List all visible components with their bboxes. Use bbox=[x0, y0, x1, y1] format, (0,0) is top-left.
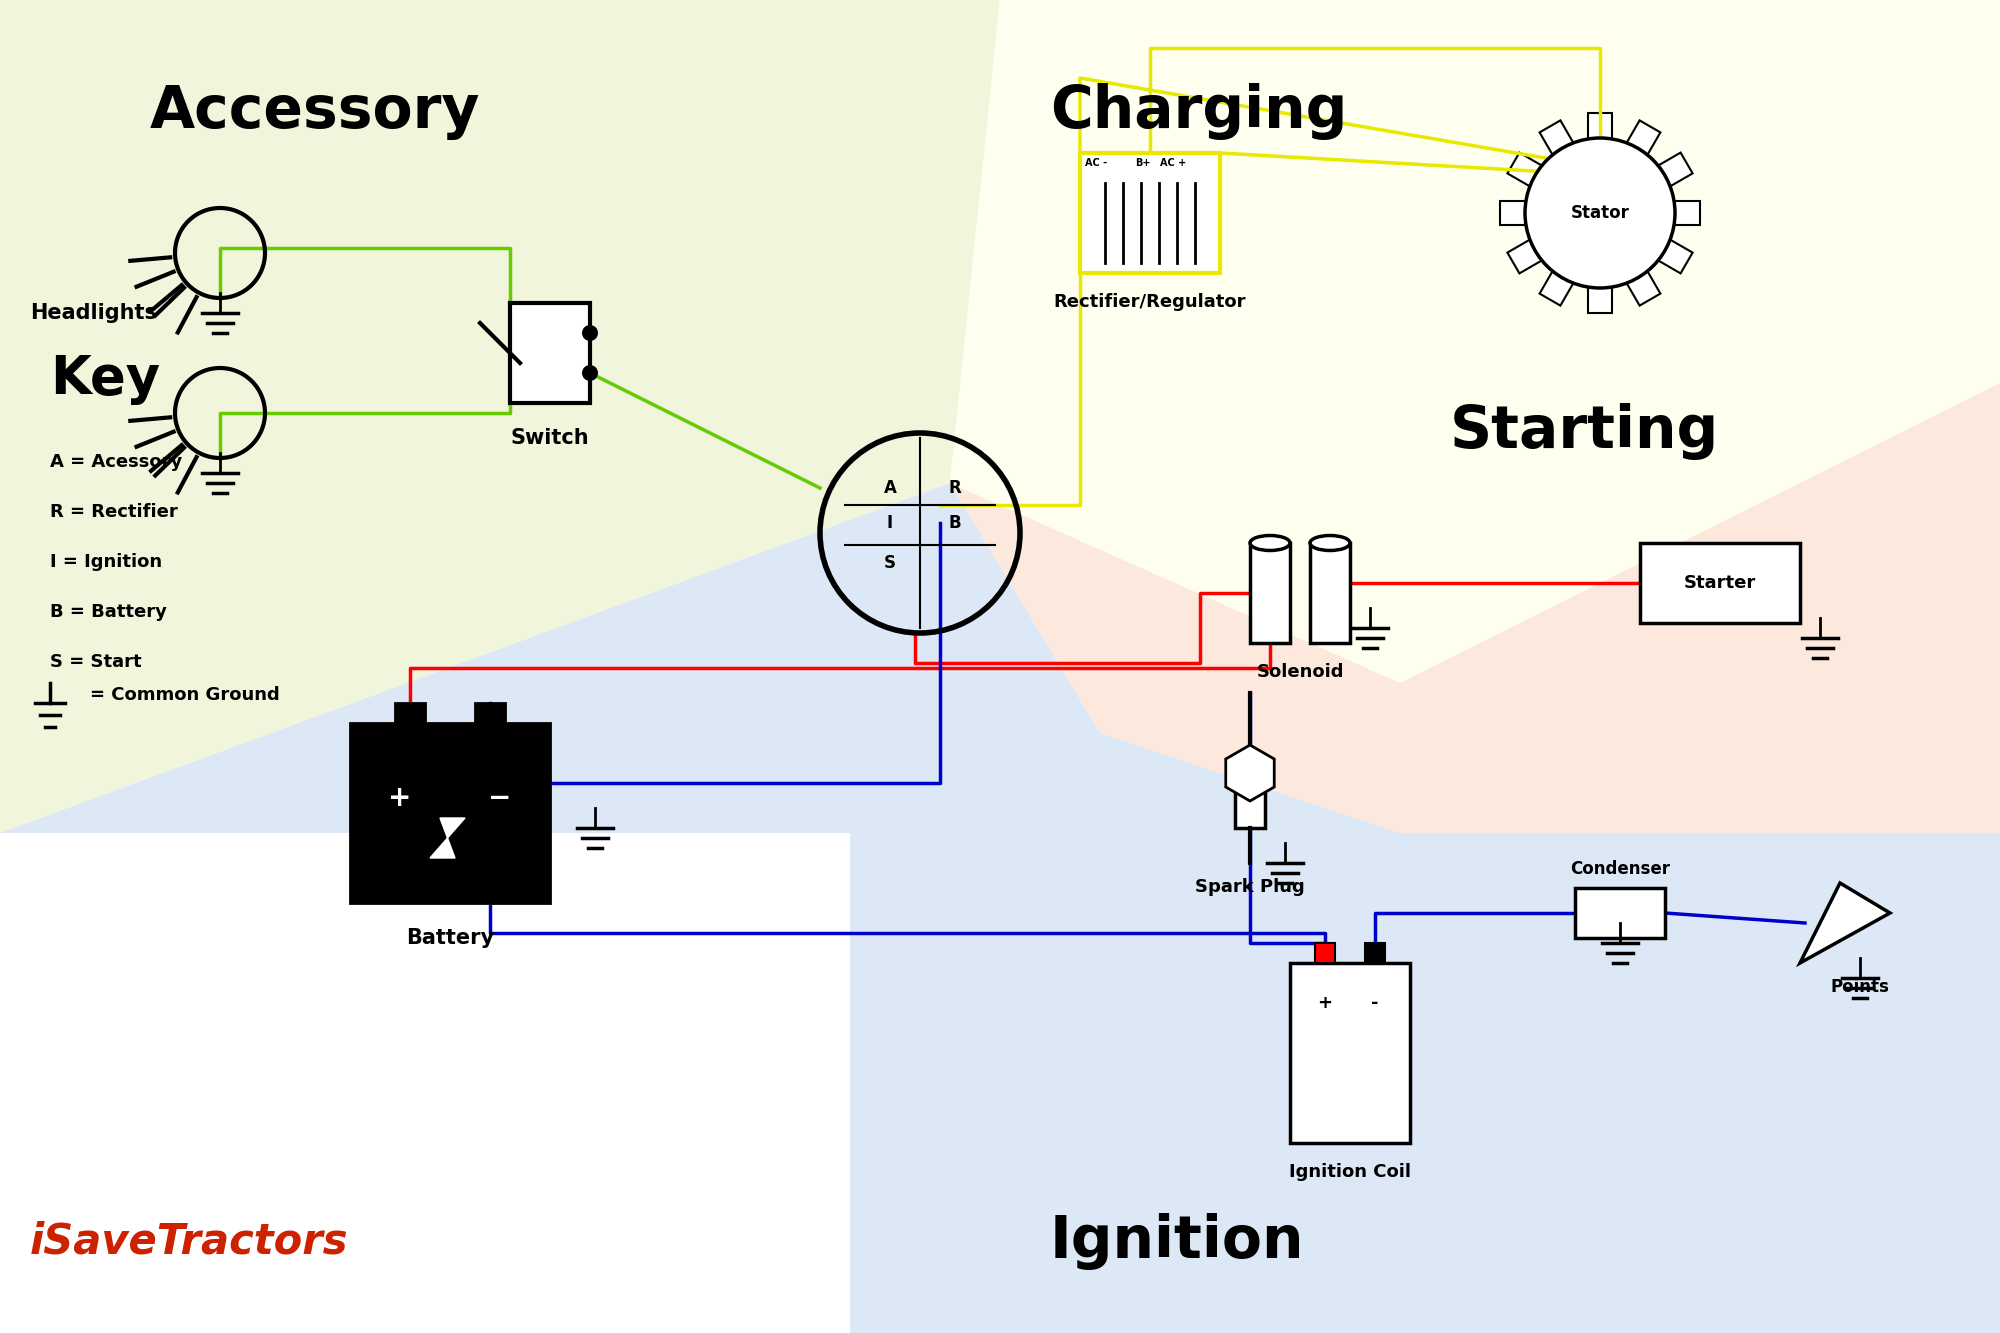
Polygon shape bbox=[1540, 271, 1574, 305]
FancyBboxPatch shape bbox=[1310, 543, 1350, 643]
Text: +: + bbox=[1318, 994, 1332, 1012]
Text: Ignition: Ignition bbox=[1050, 1213, 1304, 1270]
Text: +: + bbox=[388, 784, 412, 812]
Polygon shape bbox=[0, 483, 2000, 1333]
Ellipse shape bbox=[1250, 536, 1290, 551]
Text: B: B bbox=[948, 515, 962, 532]
Polygon shape bbox=[950, 383, 2000, 833]
Text: Starting: Starting bbox=[1450, 403, 1720, 460]
Text: Stator: Stator bbox=[1570, 204, 1630, 223]
Polygon shape bbox=[1540, 120, 1574, 155]
FancyBboxPatch shape bbox=[1250, 543, 1290, 643]
Polygon shape bbox=[1626, 271, 1660, 305]
Text: Solenoid: Solenoid bbox=[1256, 663, 1344, 681]
FancyBboxPatch shape bbox=[1364, 942, 1384, 962]
Text: Points: Points bbox=[1830, 978, 1890, 996]
Text: Key: Key bbox=[50, 353, 160, 405]
FancyBboxPatch shape bbox=[1080, 153, 1220, 273]
Text: R = Rectifier: R = Rectifier bbox=[50, 503, 178, 521]
Polygon shape bbox=[1508, 240, 1542, 273]
Text: Accessory: Accessory bbox=[150, 83, 480, 140]
Text: −: − bbox=[488, 784, 512, 812]
FancyBboxPatch shape bbox=[510, 303, 590, 403]
Polygon shape bbox=[1588, 113, 1612, 139]
Polygon shape bbox=[430, 818, 466, 858]
Polygon shape bbox=[1500, 201, 1526, 225]
Text: AC +: AC + bbox=[1160, 159, 1186, 168]
FancyBboxPatch shape bbox=[1640, 543, 1800, 623]
Polygon shape bbox=[1658, 240, 1692, 273]
FancyBboxPatch shape bbox=[350, 722, 550, 902]
Text: Spark Plug: Spark Plug bbox=[1196, 878, 1304, 896]
Ellipse shape bbox=[1310, 536, 1350, 551]
Text: B = Battery: B = Battery bbox=[50, 603, 166, 621]
Text: Charging: Charging bbox=[1050, 83, 1348, 140]
Polygon shape bbox=[1658, 152, 1692, 187]
FancyBboxPatch shape bbox=[1236, 786, 1266, 828]
Polygon shape bbox=[1674, 201, 1700, 225]
Text: A = Acessory: A = Acessory bbox=[50, 453, 182, 471]
Polygon shape bbox=[1800, 882, 1890, 962]
Text: Starter: Starter bbox=[1684, 575, 1756, 592]
Text: Rectifier/Regulator: Rectifier/Regulator bbox=[1054, 293, 1246, 311]
Text: = Common Ground: = Common Ground bbox=[90, 686, 280, 704]
Polygon shape bbox=[1508, 152, 1542, 187]
Text: S = Start: S = Start bbox=[50, 653, 142, 670]
Text: Headlights: Headlights bbox=[30, 303, 156, 323]
Polygon shape bbox=[0, 833, 850, 1333]
Polygon shape bbox=[0, 0, 1000, 833]
FancyBboxPatch shape bbox=[1316, 942, 1336, 962]
Text: A: A bbox=[884, 479, 896, 497]
Text: Switch: Switch bbox=[510, 428, 590, 448]
Text: Ignition Coil: Ignition Coil bbox=[1288, 1162, 1412, 1181]
Polygon shape bbox=[1588, 287, 1612, 313]
Text: -: - bbox=[1372, 994, 1378, 1012]
Circle shape bbox=[582, 325, 598, 341]
Text: R: R bbox=[948, 479, 962, 497]
Text: S: S bbox=[884, 555, 896, 572]
FancyBboxPatch shape bbox=[396, 702, 424, 722]
Text: AC -: AC - bbox=[1086, 159, 1108, 168]
Text: Battery: Battery bbox=[406, 928, 494, 948]
Text: I = Ignition: I = Ignition bbox=[50, 553, 162, 571]
FancyBboxPatch shape bbox=[476, 702, 504, 722]
FancyBboxPatch shape bbox=[1576, 888, 1664, 938]
Circle shape bbox=[582, 365, 598, 381]
FancyBboxPatch shape bbox=[1290, 962, 1410, 1142]
Text: iSaveTractors: iSaveTractors bbox=[30, 1221, 348, 1262]
Text: I: I bbox=[886, 515, 894, 532]
Text: Condenser: Condenser bbox=[1570, 860, 1670, 878]
Text: B+: B+ bbox=[1136, 159, 1150, 168]
Polygon shape bbox=[1626, 120, 1660, 155]
Circle shape bbox=[1526, 139, 1676, 288]
Polygon shape bbox=[950, 0, 2000, 682]
